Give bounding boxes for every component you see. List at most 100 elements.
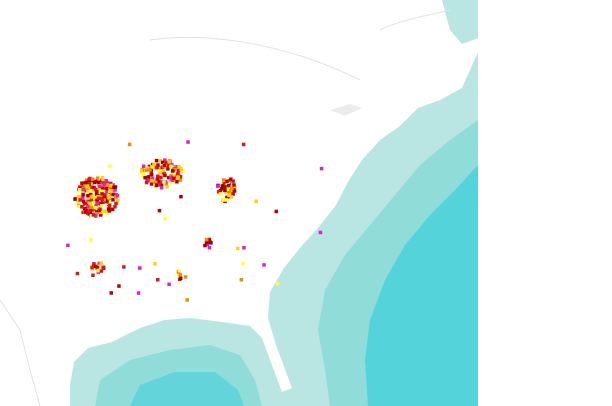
data-dot [262, 263, 266, 267]
data-dot [236, 246, 240, 251]
data-dot [159, 175, 163, 180]
data-dot [100, 187, 105, 191]
data-dot [117, 284, 121, 288]
data-dot [95, 190, 99, 194]
data-dot [225, 195, 229, 200]
data-dot [136, 291, 141, 295]
data-dot [97, 187, 101, 192]
data-dot [158, 171, 162, 175]
data-dot [140, 168, 144, 173]
data-dot [164, 182, 169, 186]
data-dot [88, 211, 92, 216]
ocean-deep [365, 165, 478, 406]
data-dot [216, 184, 220, 188]
data-dot [148, 168, 152, 172]
data-dot [144, 168, 148, 172]
data-dot [92, 180, 97, 185]
data-dot [146, 166, 150, 170]
data-dot [221, 197, 226, 202]
data-dot [94, 212, 99, 216]
data-dot [179, 194, 183, 199]
data-dot [86, 193, 90, 198]
data-dot [89, 197, 93, 201]
data-dot [86, 199, 90, 204]
data-dot [84, 178, 89, 182]
data-dot [81, 199, 86, 204]
data-dot [186, 140, 190, 144]
data-dot [206, 239, 211, 243]
data-dot [90, 185, 94, 189]
data-dot [105, 181, 109, 185]
data-dot [91, 213, 96, 217]
data-dot [109, 291, 113, 295]
data-dot [97, 261, 101, 266]
data-dot [81, 193, 85, 197]
data-dot [83, 183, 87, 188]
data-dot [141, 164, 146, 168]
data-dot [149, 173, 154, 177]
data-dot [207, 246, 212, 250]
data-dot [159, 182, 164, 186]
data-dot [89, 214, 93, 218]
data-dot [77, 188, 82, 192]
data-dot [167, 282, 171, 286]
data-dot [223, 186, 227, 190]
data-dot [83, 210, 88, 214]
data-dot [91, 201, 95, 205]
data-dot [229, 195, 234, 199]
data-dot [102, 182, 106, 186]
data-dot [158, 159, 162, 163]
data-dot [81, 181, 85, 185]
data-dot [103, 209, 107, 213]
data-dot [108, 189, 112, 193]
data-dot [141, 173, 145, 178]
data-dot [144, 180, 149, 185]
ocean-shelf-north [442, 0, 478, 44]
data-dot [159, 186, 164, 190]
data-dot [80, 205, 84, 209]
data-dot [239, 278, 244, 282]
data-dot [161, 170, 166, 175]
data-dot [100, 204, 104, 208]
data-dot [107, 195, 111, 200]
data-dot [173, 167, 177, 172]
data-dot [112, 188, 117, 192]
data-dot [97, 180, 101, 184]
data-dot [93, 205, 97, 210]
data-dot [157, 179, 161, 183]
data-dot [91, 177, 95, 181]
data-dot [99, 201, 103, 206]
data-dot [113, 205, 117, 209]
data-dot [177, 269, 181, 273]
data-dot [154, 183, 159, 187]
data-dot [156, 278, 160, 282]
data-dot [99, 213, 103, 217]
data-dot [232, 183, 236, 187]
data-dot [127, 142, 132, 147]
data-dot [156, 174, 160, 179]
data-dot [162, 180, 166, 184]
data-dot [122, 265, 126, 269]
data-dot [114, 201, 118, 206]
data-dot [216, 190, 221, 194]
data-dot [205, 242, 210, 247]
data-dot [170, 162, 174, 167]
data-dot [100, 197, 104, 202]
data-dot [91, 208, 95, 212]
data-dot [225, 179, 229, 184]
data-dot [109, 181, 113, 186]
data-dot [169, 175, 173, 180]
data-dot [89, 238, 93, 242]
side-panel [478, 0, 612, 406]
data-dot [101, 265, 105, 269]
data-dot [105, 186, 109, 191]
data-dot [102, 198, 106, 202]
data-dot [169, 164, 173, 169]
data-dot [175, 180, 179, 184]
data-dot [78, 198, 82, 202]
data-dot [94, 264, 98, 269]
data-dot [91, 273, 95, 277]
data-dot [100, 192, 104, 196]
data-dot [95, 201, 100, 206]
data-dot [167, 159, 171, 164]
